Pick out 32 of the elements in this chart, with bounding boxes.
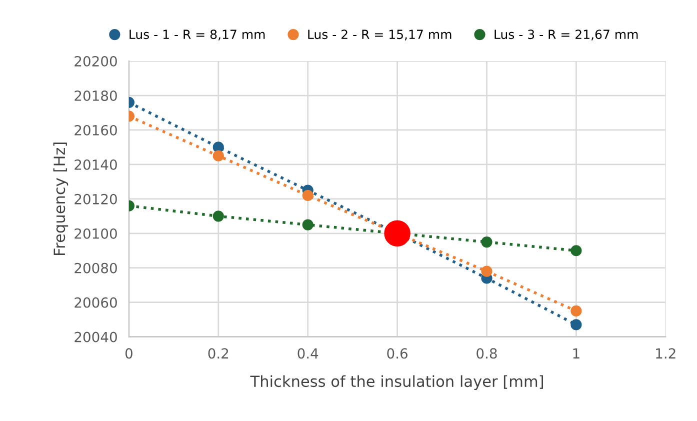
x-tick-label: 0 [125,348,132,359]
point [570,245,582,256]
point [570,305,582,317]
y-tick-label: 20040 [74,332,117,342]
point [212,150,224,162]
point [384,220,410,247]
y-tick-label: 20100 [74,228,117,239]
x-tick-label: 1 [573,348,580,358]
y-tick-label: 20120 [74,194,117,204]
y-tick-label: 20080 [74,262,117,274]
legend-label: Lus - 2 - R = 15,17 mm [308,30,452,40]
legend-label: Lus - 1 - R = 8,17 mm [130,30,265,40]
point [302,219,314,230]
x-tick-label: 0.4 [298,348,318,359]
x-tick-label: 0.6 [387,348,408,359]
y-tick-label: 20200 [74,56,117,67]
point [481,236,492,248]
y-tick-label: 20060 [74,297,117,308]
y-axis-title: Frequency [Hz] [53,142,68,256]
x-tick-label: 1.2 [656,348,676,358]
y-tick-label: 20180 [74,90,117,101]
y-tick-label: 20140 [74,159,117,170]
legend-label: Lus - 3 - R = 21,67 mm [494,30,638,40]
point [302,190,314,202]
point [212,210,224,222]
x-axis-title: Thickness of the insulation layer [mm] [250,375,544,390]
x-tick-label: 0.8 [476,348,497,359]
x-tick-label: 0.2 [208,348,228,359]
point [212,142,224,153]
point [570,319,582,330]
point [481,266,492,277]
y-tick-label: 20160 [74,124,117,136]
